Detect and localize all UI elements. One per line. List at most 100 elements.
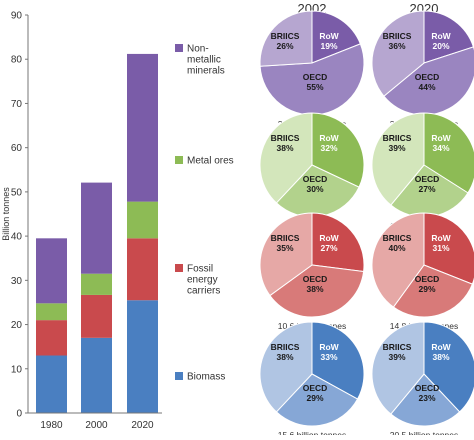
pie-slice-briics <box>371 212 425 308</box>
legend-label: Biomass <box>187 372 225 383</box>
y-tick-label: 0 <box>16 409 22 420</box>
y-tick-label: 60 <box>11 143 23 154</box>
pie-slice-value: 44% <box>418 82 435 92</box>
pie-slice-briics <box>259 10 313 67</box>
pie-slice-label: OECD <box>415 383 440 393</box>
pie-slice-value: 40% <box>388 243 405 253</box>
y-tick-label: 10 <box>11 364 23 375</box>
pie-slice-label: OECD <box>415 72 440 82</box>
bar-segment-biomass-1980 <box>36 355 67 413</box>
bar-segment-fossil-energy-carriers-1980 <box>36 320 67 356</box>
pie-slice-value: 36% <box>388 41 405 51</box>
bar-segment-non-metallic-minerals-1980 <box>36 238 67 304</box>
legend-label: Non-metallic minerals <box>187 44 225 77</box>
pie-slice-value: 55% <box>306 82 323 92</box>
pie-slice-label: BRIICS <box>383 342 412 352</box>
legend-label: Metal ores <box>187 156 234 167</box>
bar-segment-metal-ores-2020 <box>127 201 158 239</box>
pie-slice-value: 38% <box>276 143 293 153</box>
pie-slice-oecd <box>383 46 474 116</box>
pie-slice-value: 33% <box>320 352 337 362</box>
pie-slice-briics <box>259 112 313 204</box>
pie-slice-briics <box>371 10 425 97</box>
pie-slice-briics <box>371 321 425 415</box>
pie-slice-value: 29% <box>306 393 323 403</box>
bar-segment-biomass-2020 <box>127 300 158 413</box>
pie-slice-value: 39% <box>388 143 405 153</box>
pie-slice-value: 30% <box>306 184 323 194</box>
pie-slice-label: RoW <box>431 342 451 352</box>
pie-slice-label: RoW <box>431 31 451 41</box>
y-tick-label: 50 <box>11 187 23 198</box>
bar-segment-fossil-energy-carriers-2000 <box>81 294 112 338</box>
pie-slice-value: 27% <box>418 184 435 194</box>
y-tick-label: 30 <box>11 276 23 287</box>
pie-slice-label: RoW <box>319 133 339 143</box>
pie-slice-value: 35% <box>276 243 293 253</box>
bar-segment-biomass-2000 <box>81 337 112 413</box>
y-tick-label: 40 <box>11 232 23 243</box>
x-tick-label: 1980 <box>40 420 63 431</box>
legend-swatch <box>175 156 183 164</box>
pie-slice-label: BRIICS <box>383 233 412 243</box>
pie-slice-label: RoW <box>319 342 339 352</box>
bar-segment-non-metallic-minerals-2020 <box>127 53 158 202</box>
stacked-bar-chart: 0 10 20 30 40 50 60 70 80 90 Billion tonnes 1980 200… <box>1 11 162 431</box>
pie-slice-value: 20% <box>432 41 449 51</box>
pie-slice-label: RoW <box>319 233 339 243</box>
pie-slice-value: 19% <box>320 41 337 51</box>
y-tick-label: 90 <box>11 11 23 22</box>
y-tick-label: 70 <box>11 99 23 110</box>
pie-slice-briics <box>371 112 425 206</box>
pie-slice-briics <box>259 321 313 413</box>
pie-slice-value: 27% <box>320 243 337 253</box>
bar-segment-metal-ores-2000 <box>81 273 112 295</box>
pie-slice-label: BRIICS <box>271 342 300 352</box>
pie-total-label: 20.5 billion tonnes <box>390 430 459 435</box>
x-tick-label: 2000 <box>85 420 108 431</box>
legend-swatch <box>175 372 183 380</box>
pie-slice-value: 38% <box>276 352 293 362</box>
pie-slice-value: 29% <box>418 284 435 294</box>
pie-slice-oecd <box>269 264 365 318</box>
bar-segment-fossil-energy-carriers-2020 <box>127 238 158 301</box>
pie-slice-label: RoW <box>319 31 339 41</box>
pie-slice-value: 38% <box>432 352 449 362</box>
pie-slice-label: RoW <box>431 133 451 143</box>
pie-slice-value: 32% <box>320 143 337 153</box>
y-axis-label: Billion tonnes <box>1 187 11 241</box>
pie-slice-value: 23% <box>418 393 435 403</box>
pie-slice-label: OECD <box>415 174 440 184</box>
pie-slice-value: 31% <box>432 243 449 253</box>
pie-slice-label: BRIICS <box>383 133 412 143</box>
pie-slice-oecd <box>390 373 461 427</box>
pie-slice-label: BRIICS <box>271 31 300 41</box>
pie-slice-row <box>311 212 365 273</box>
y-tick-label: 20 <box>11 320 23 331</box>
bar-segment-non-metallic-minerals-2000 <box>81 182 112 274</box>
pie-slice-label: OECD <box>303 72 328 82</box>
pie-slice-label: OECD <box>415 274 440 284</box>
pie-total-label: 15.6 billion tonnes <box>278 430 347 435</box>
y-tick-label: 80 <box>11 55 23 66</box>
pie-slice-label: BRIICS <box>271 233 300 243</box>
pie-slice-value: 26% <box>276 41 293 51</box>
pie-slice-row <box>311 112 365 188</box>
pie-slice-row <box>423 10 474 64</box>
pie-slice-label: BRIICS <box>271 133 300 143</box>
bar-segment-metal-ores-1980 <box>36 303 67 321</box>
pie-slice-row <box>423 212 474 285</box>
legend: Non-metallic minerals Metal ores Fossil ener… <box>175 44 234 383</box>
pie-slice-oecd <box>392 264 473 318</box>
pie-slice-label: BRIICS <box>383 31 412 41</box>
pie-slice-value: 38% <box>306 284 323 294</box>
pie-slice-label: OECD <box>303 174 328 184</box>
legend-swatch <box>175 264 183 272</box>
pie-slice-briics <box>259 212 313 297</box>
pie-slice-row <box>311 10 361 64</box>
pie-slice-oecd <box>275 373 359 427</box>
legend-label: Fossil energy carriers <box>187 264 220 297</box>
